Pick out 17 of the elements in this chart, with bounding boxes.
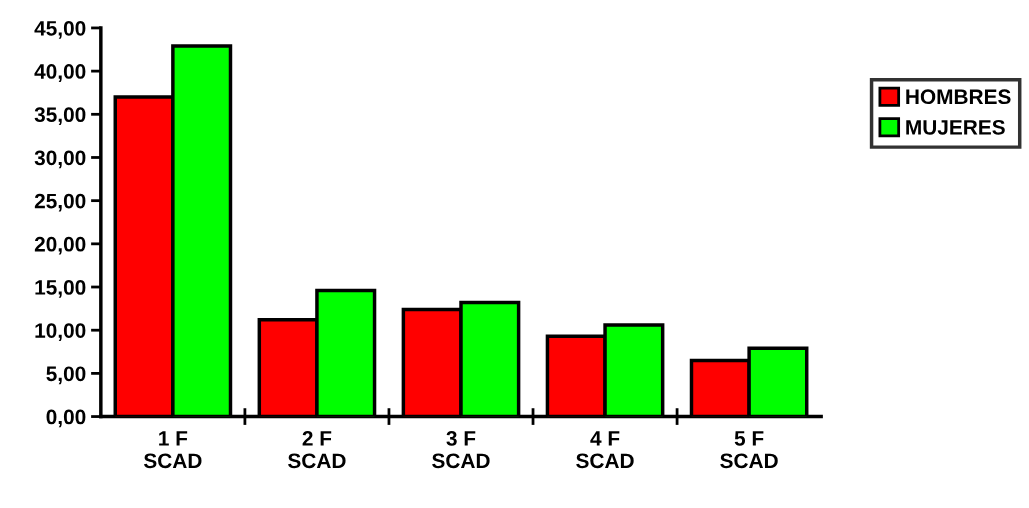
legend-label: HOMBRES <box>906 89 1011 105</box>
y-tick-label: 40,00 <box>34 64 86 82</box>
y-tick-label: 25,00 <box>34 193 86 212</box>
x-tick-label: 3 F SCAD <box>432 431 490 469</box>
legend-label: MUJERES <box>906 119 1005 135</box>
y-tick-label: 45,00 <box>34 20 86 39</box>
x-tick-label: 1 F SCAD <box>143 431 202 469</box>
y-tick-label: 20,00 <box>34 236 86 255</box>
y-tick-label: 15,00 <box>35 280 86 298</box>
x-tick-label: 5 F SCAD <box>720 431 778 469</box>
y-tick-label: 5,00 <box>46 366 86 385</box>
y-tick-label: 35,00 <box>34 107 86 126</box>
x-tick-label: 2 F SCAD <box>288 431 346 469</box>
y-tick-label: 0,00 <box>46 409 86 428</box>
x-tick-label: 4 F SCAD <box>576 431 634 469</box>
y-tick-label: 30,00 <box>34 150 86 169</box>
y-tick-label: 10,00 <box>35 323 86 341</box>
